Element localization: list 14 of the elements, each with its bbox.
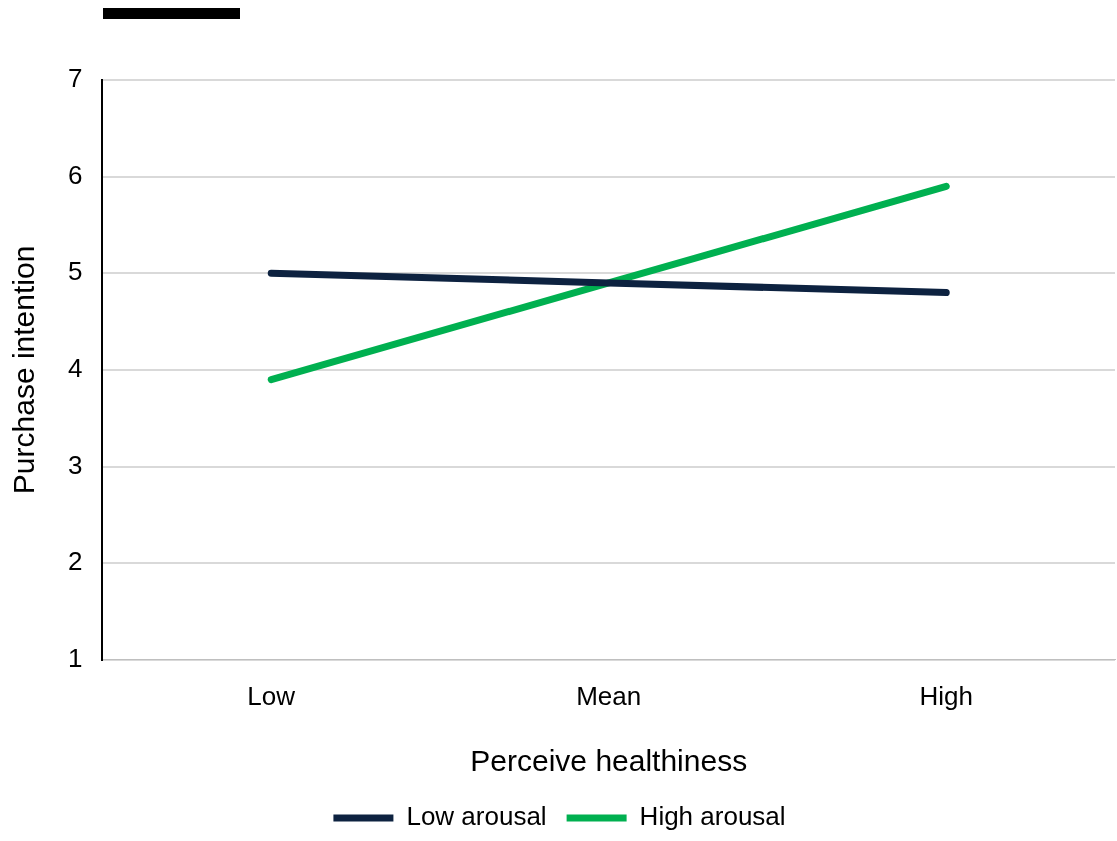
y-tick-label: 6 [67,159,83,190]
y-axis-title: Purchase intention [7,245,41,495]
legend-label: High arousal [639,801,786,832]
y-tick-label: 2 [67,546,83,577]
x-axis-title: Perceive healthiness [470,744,748,778]
y-tick-label: 5 [67,256,83,287]
y-tick-label: 1 [67,642,83,673]
y-tick-label: 7 [67,63,83,94]
x-tick-label: Low [247,680,296,711]
y-tick-label: 3 [67,449,83,480]
x-tick-label: High [919,680,973,711]
y-tick-label: 4 [67,353,83,384]
legend-label: Low arousal [406,801,547,832]
x-tick-label: Mean [576,680,642,711]
